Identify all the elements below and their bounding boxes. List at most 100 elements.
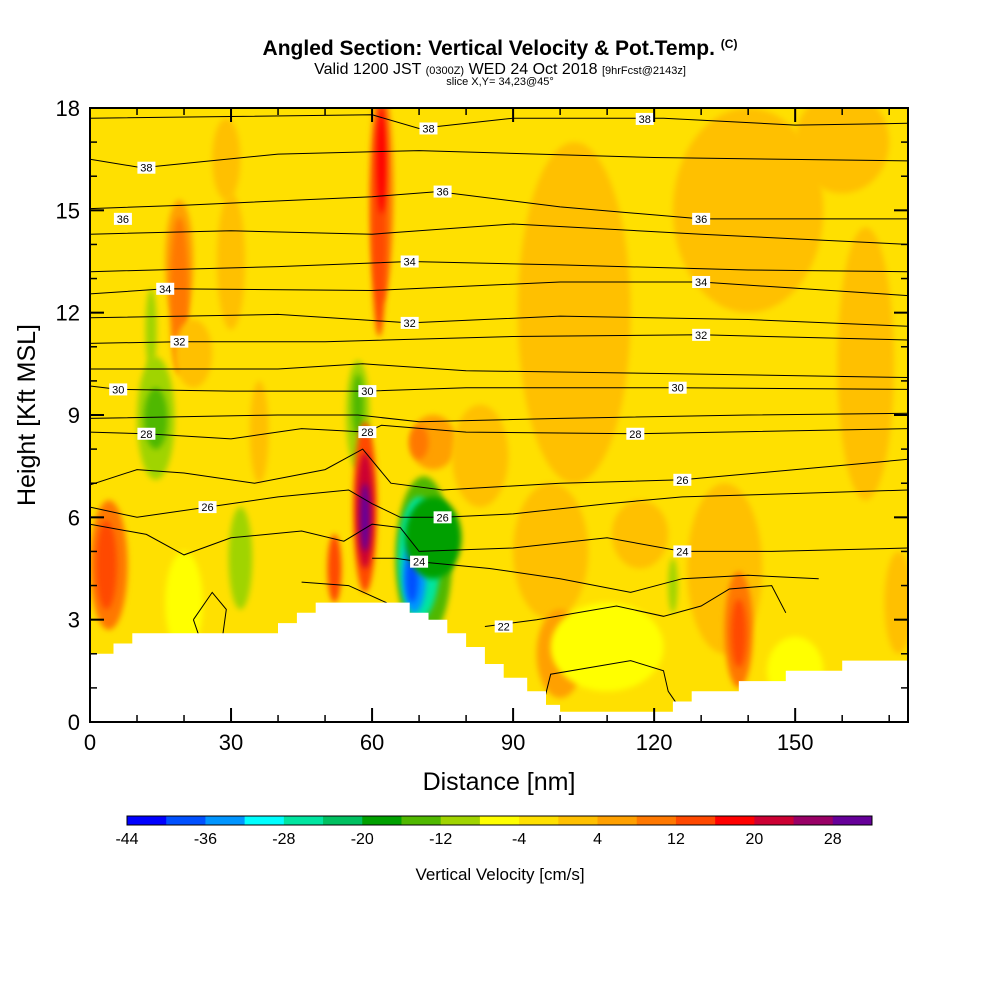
velocity-cell <box>884 551 908 654</box>
y-axis-label: Height [Kft MSL] <box>13 324 41 506</box>
contour-label-bg <box>433 511 452 524</box>
chart-title: Angled Section: Vertical Velocity & Pot.… <box>0 37 1000 61</box>
colorbar-swatch <box>597 816 638 825</box>
contour-label-text: 26 <box>201 502 213 514</box>
contour-label: 28 <box>137 427 156 441</box>
contour-label: 22 <box>494 620 513 633</box>
colorbar-swatch <box>244 816 285 825</box>
isotherm-line <box>90 313 908 327</box>
slice-label: slice X,Y= 34,23@45° <box>446 76 554 88</box>
velocity-cell <box>174 319 213 388</box>
velocity-cell <box>249 380 269 484</box>
velocity-field <box>90 108 908 722</box>
subtitle-valid: Valid 1200 JST <box>314 61 422 78</box>
contour-label-text: 22 <box>498 621 510 633</box>
contour-label: 38 <box>635 112 654 126</box>
isotherm-line <box>90 334 908 344</box>
isotherm-line <box>90 363 908 378</box>
contour-label: 34 <box>692 275 711 289</box>
y-tick-label: 18 <box>56 96 80 121</box>
colorbar-swatch <box>205 816 246 825</box>
contour-label: 24 <box>410 555 429 569</box>
contour-label-text: 24 <box>676 546 688 558</box>
contour-label-text: 32 <box>404 318 416 330</box>
contour-label-text: 38 <box>639 114 651 126</box>
colorbar-tick-label: -44 <box>115 831 138 848</box>
contour-label-bg <box>626 427 645 440</box>
contour-label: 28 <box>626 427 645 441</box>
terrain-mask <box>90 602 908 722</box>
velocity-cell <box>517 142 631 484</box>
contour-label-bg <box>109 383 128 396</box>
velocity-cell <box>731 599 747 668</box>
x-tick-label: 90 <box>501 730 525 755</box>
contour-label: 36 <box>433 185 452 199</box>
colorbar-swatch <box>715 816 755 825</box>
contour-label-bg <box>692 212 711 225</box>
colorbar-swatch <box>675 816 716 825</box>
colorbar-tick-label: -20 <box>351 831 374 848</box>
contour-label: 26 <box>673 473 692 487</box>
y-tick-label: 12 <box>56 301 80 326</box>
contour-labels: 38 38 38 36 36 36 34 34 34 32 32 32 30 30 30 28 28 28 26 26… <box>109 112 711 633</box>
contour-label-bg <box>692 275 711 288</box>
contour-label-bg <box>400 255 419 268</box>
isotherm-line <box>484 585 787 627</box>
y-tick-label: 6 <box>68 505 80 530</box>
contour-label-text: 36 <box>436 187 448 199</box>
contour-label-bg <box>433 185 452 198</box>
colorbar-tick-label: 12 <box>667 831 685 848</box>
velocity-cell <box>451 404 509 508</box>
contour-label: 38 <box>137 161 156 175</box>
contour-label-bg <box>137 427 156 440</box>
x-tick-label: 60 <box>360 730 384 755</box>
contour-label-bg <box>358 385 377 398</box>
colorbar-swatch <box>401 816 442 825</box>
contour-label-bg <box>673 545 692 558</box>
terrain-silhouette <box>90 602 908 722</box>
contour-label-bg <box>635 112 654 125</box>
contour-label: 28 <box>358 426 377 439</box>
contour-label: 30 <box>358 385 377 398</box>
isotherm-line <box>90 223 908 245</box>
contour-label-text: 36 <box>695 214 707 226</box>
velocity-cell <box>327 534 342 603</box>
contour-label-text: 38 <box>422 123 434 135</box>
contour-label-bg <box>137 161 156 174</box>
isotherm-line <box>90 114 908 130</box>
contour-label-bg <box>673 473 692 486</box>
contour-label-text: 34 <box>695 277 707 289</box>
contour-label: 32 <box>170 335 189 349</box>
velocity-cell <box>376 108 387 214</box>
contour-label-text: 30 <box>112 384 124 396</box>
colorbar-tick-label: -12 <box>429 831 452 848</box>
colorbar-swatch <box>166 816 206 825</box>
contour-label-text: 34 <box>404 257 416 269</box>
velocity-cell <box>550 602 664 692</box>
contour-label-text: 32 <box>173 337 185 349</box>
velocity-cell <box>837 227 894 501</box>
contour-label: 34 <box>400 255 419 269</box>
colorbar-swatch <box>793 816 834 825</box>
colorbar-swatch <box>323 816 363 825</box>
isotherm-line <box>90 448 908 491</box>
velocity-cell <box>228 507 253 610</box>
chart-title-suffix: (C) <box>720 37 738 51</box>
contour-label: 30 <box>109 383 128 396</box>
colorbar-tick-label: 20 <box>745 831 763 848</box>
colorbar-tick-label: -4 <box>512 831 526 848</box>
contour-label-text: 30 <box>361 386 373 398</box>
colorbar-tick-label: -36 <box>194 831 217 848</box>
colorbar-frame <box>126 815 873 826</box>
y-tick-label: 3 <box>68 608 80 633</box>
contour-label-bg <box>156 282 175 295</box>
velocity-cell <box>513 483 589 620</box>
contour-label-bg <box>170 335 189 348</box>
velocity-cell <box>145 288 157 371</box>
chart-title-text: Angled Section: Vertical Velocity & Pot.… <box>262 37 715 60</box>
isotherm-line <box>90 412 908 423</box>
colorbar-swatch <box>362 816 402 825</box>
contour-label: 36 <box>113 212 132 226</box>
contour-label-text: 28 <box>629 429 641 441</box>
isotherm-line <box>372 557 819 593</box>
